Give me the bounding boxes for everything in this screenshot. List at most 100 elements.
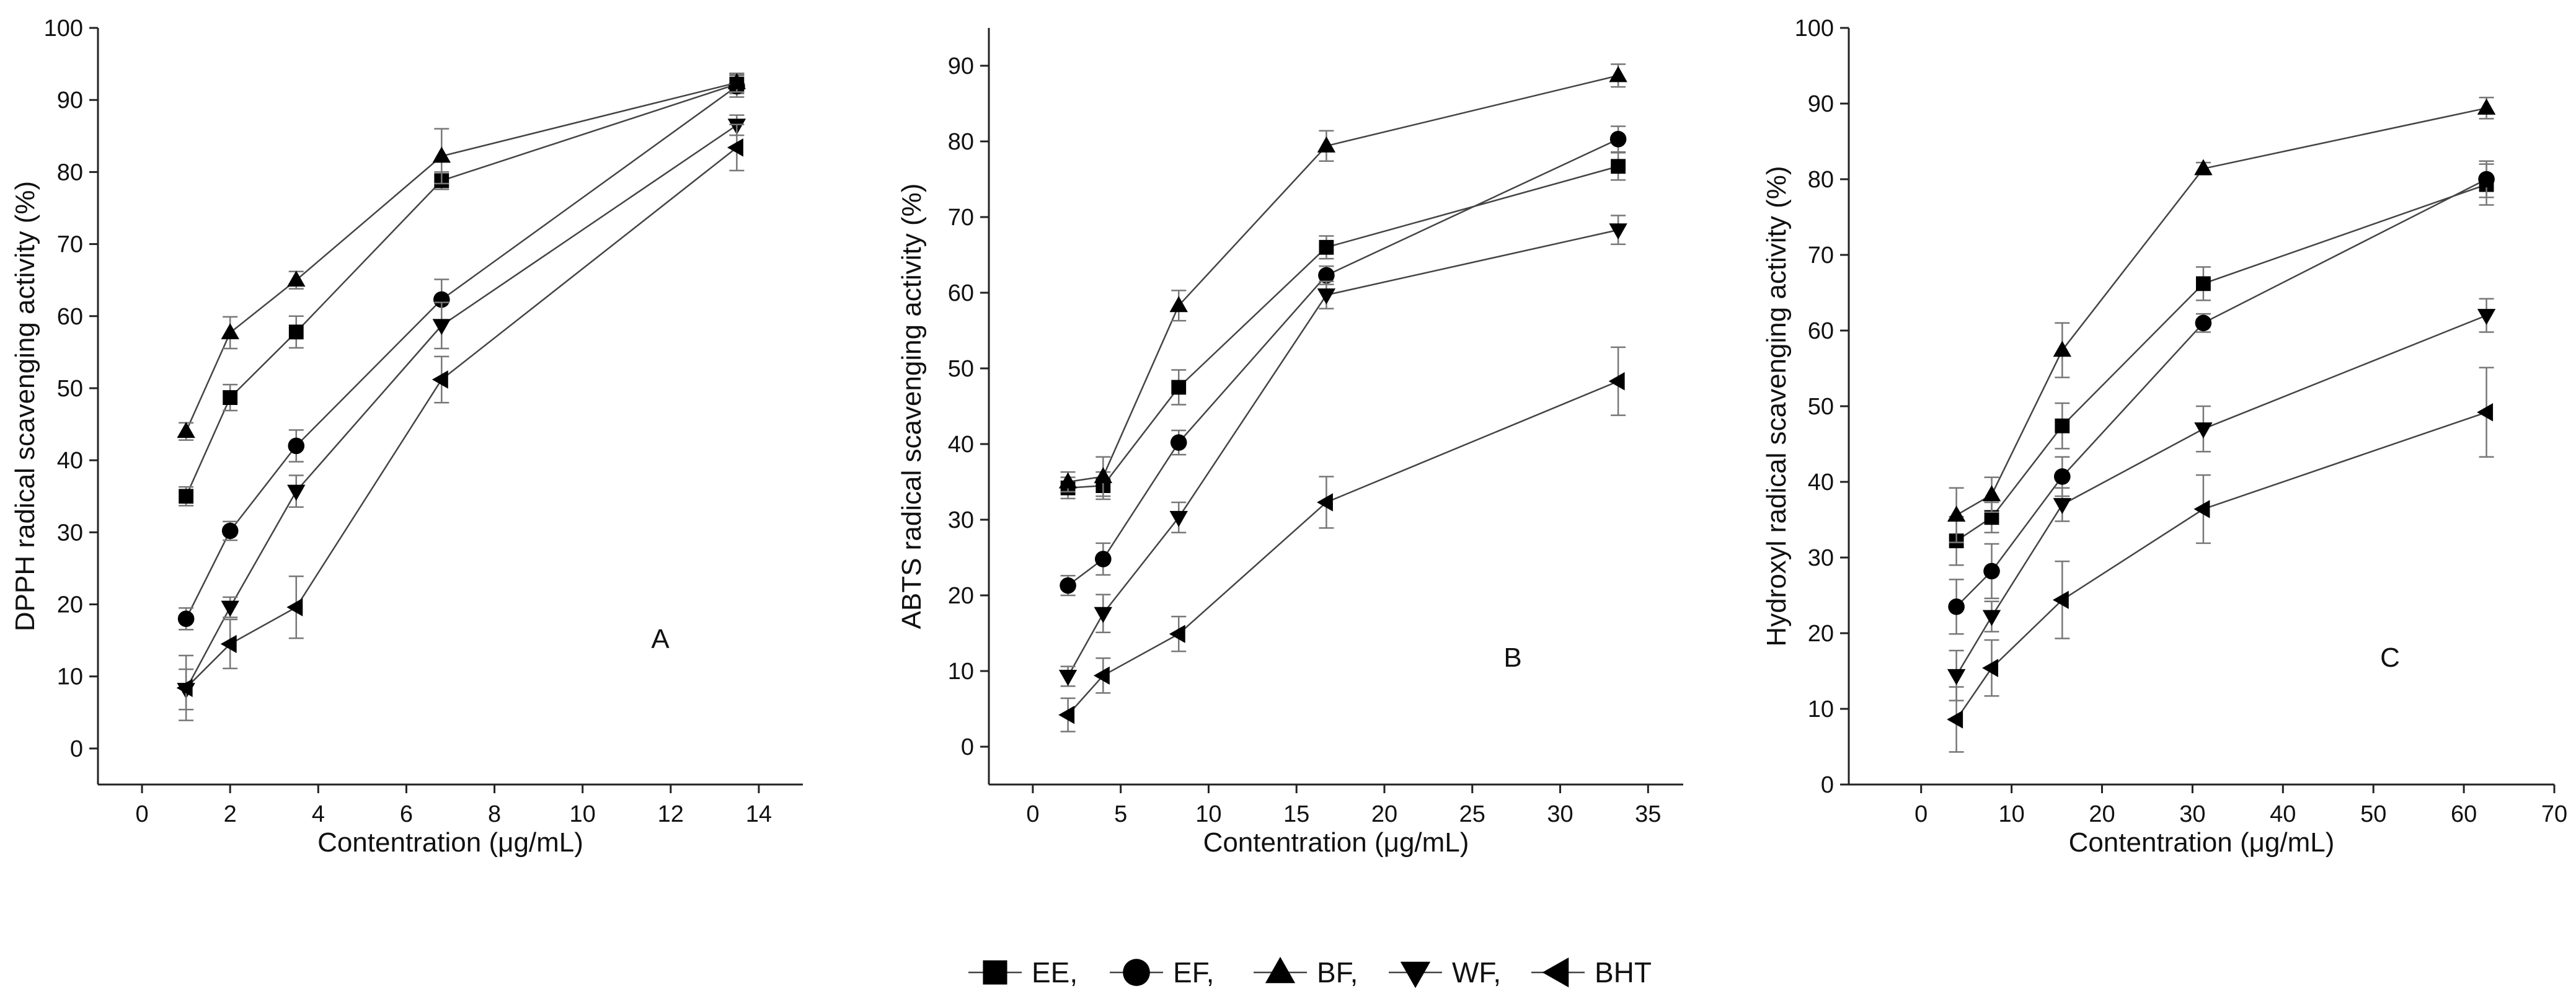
x-tick-label: 14	[746, 801, 772, 827]
legend-label: EE,	[1032, 956, 1078, 989]
x-axis-label: Contentration (μg/mL)	[2069, 827, 2335, 858]
y-axis-label: DPPH radical scavenging activity (%)	[10, 181, 40, 631]
y-axis-label: Hydroxyl radical scavenging activity (%)	[1761, 166, 1792, 646]
data-point	[286, 598, 303, 616]
panel-b: 0 10 20 30 40 50 60 70 80 90 0 5 10 15 20 25 30 35 Content…	[896, 28, 1683, 858]
data-point	[2194, 422, 2213, 438]
legend-label: WF,	[1452, 956, 1501, 989]
legend-marker	[1400, 961, 1431, 989]
series-line	[1955, 178, 2487, 608]
data-point	[220, 634, 237, 654]
x-tick-label: 30	[2179, 801, 2205, 827]
series-line	[1955, 314, 2487, 676]
y-tick-label: 60	[948, 280, 974, 306]
x-tick-label: 60	[2451, 801, 2477, 827]
data-point	[1060, 577, 1076, 594]
y-tick-label: 50	[57, 376, 83, 402]
data-point	[1095, 551, 1112, 567]
data-point	[1058, 472, 1078, 489]
data-point	[177, 610, 195, 628]
legend-marker	[1265, 956, 1296, 984]
x-tick-label: 5	[1114, 801, 1127, 827]
data-point	[1317, 493, 1333, 512]
legend-marker	[1542, 957, 1569, 988]
data-point	[1982, 659, 1999, 677]
legend-label: EF,	[1173, 956, 1214, 989]
x-axis-label: Contentration (μg/mL)	[317, 827, 583, 858]
legend-item-bht: BHT	[1531, 956, 1652, 989]
series-line	[1068, 74, 1619, 483]
x-tick-label: 15	[1283, 801, 1309, 827]
data-point	[2053, 340, 2072, 357]
series-line	[185, 124, 738, 690]
data-point	[221, 600, 239, 617]
series-line	[185, 82, 737, 432]
panel-letter: C	[2380, 643, 2400, 673]
data-point	[1169, 510, 1188, 527]
data-point	[179, 489, 194, 504]
series-line	[1955, 411, 2487, 720]
y-tick-label: 30	[57, 520, 83, 546]
data-point	[1058, 670, 1078, 686]
x-tick-label: 20	[1371, 801, 1397, 827]
data-point	[223, 390, 238, 405]
y-tick-label: 10	[57, 664, 83, 690]
y-tick-label: 20	[57, 592, 83, 618]
series-wf	[1058, 215, 1627, 687]
data-point	[1318, 267, 1335, 284]
data-point	[1169, 296, 1188, 313]
y-tick-label: 0	[961, 734, 974, 760]
y-tick-label: 80	[57, 159, 83, 185]
data-point	[727, 73, 746, 89]
series-ee	[1060, 152, 1626, 500]
series-line	[185, 146, 738, 689]
y-tick-label: 0	[70, 736, 83, 762]
data-point	[432, 370, 448, 389]
legend-marker	[1123, 959, 1150, 986]
series-line	[1067, 138, 1619, 587]
data-point	[1609, 223, 1627, 240]
series-line	[1067, 229, 1619, 677]
x-tick-label: 2	[224, 801, 237, 827]
data-point	[2052, 590, 2069, 610]
data-point	[1948, 598, 1965, 615]
data-point	[1317, 136, 1336, 153]
x-tick-label: 10	[1195, 801, 1221, 827]
x-tick-label: 12	[658, 801, 684, 827]
data-point	[1984, 510, 1999, 525]
data-point	[2477, 98, 2496, 115]
data-point	[432, 319, 451, 336]
series-bht	[176, 123, 745, 721]
data-point	[287, 270, 306, 287]
x-tick-label: 0	[1914, 801, 1928, 827]
data-point	[1093, 666, 1110, 685]
y-tick-label: 0	[1821, 772, 1834, 798]
data-point	[2477, 403, 2494, 422]
series-bf	[1058, 63, 1627, 497]
data-point	[1947, 669, 1966, 685]
x-tick-label: 50	[2360, 801, 2386, 827]
data-point	[1982, 610, 2001, 626]
data-point	[1058, 706, 1075, 724]
data-point	[1947, 505, 1966, 522]
series-line	[1955, 107, 2487, 516]
x-tick-label: 25	[1459, 801, 1485, 827]
data-point	[2055, 418, 2070, 434]
series-bht	[1058, 346, 1626, 732]
data-point	[2053, 498, 2072, 514]
y-tick-label: 20	[1808, 621, 1834, 647]
series-bht	[1947, 367, 2494, 753]
legend-item-bf: BF,	[1254, 956, 1358, 989]
data-point	[1611, 159, 1626, 174]
y-tick-label: 70	[1808, 242, 1834, 269]
y-tick-label: 20	[948, 583, 974, 609]
series-wf	[1947, 298, 2496, 701]
y-axis-label: ABTS radical scavenging activity (%)	[896, 184, 927, 629]
data-point	[1609, 131, 1627, 148]
data-point	[2478, 171, 2495, 188]
data-point	[287, 484, 306, 501]
data-point	[2196, 276, 2211, 291]
legend-item-wf: WF,	[1389, 956, 1501, 989]
y-tick-label: 60	[57, 304, 83, 330]
y-tick-label: 30	[1808, 545, 1834, 571]
